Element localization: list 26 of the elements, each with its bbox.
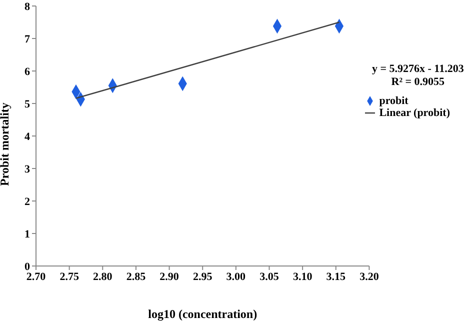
y-tick-label: 7 <box>24 33 30 46</box>
text: R² = 0.9055 <box>390 76 446 89</box>
y-tick-label: 4 <box>24 130 30 143</box>
x-tick-label: 2.75 <box>60 270 80 283</box>
x-tick-label: 2.85 <box>126 270 146 283</box>
x-tick-label: 2.70 <box>26 270 46 283</box>
y-tick-label: 3 <box>24 163 30 176</box>
text: y = 5.9276x - 11.203 <box>372 63 464 76</box>
y-tick-label: 8 <box>24 0 30 13</box>
x-tick-label: 3.15 <box>326 270 346 283</box>
y-tick-label: 1 <box>24 228 30 240</box>
y-axis-title: Probit mortality <box>0 102 12 186</box>
x-tick-label: 3.10 <box>292 270 313 283</box>
y-tick-label: 2 <box>24 196 30 208</box>
x-tick-label: 2.80 <box>93 270 113 283</box>
x-tick-label: 2.95 <box>192 270 213 283</box>
x-tick-label: 3.00 <box>226 270 246 283</box>
y-tick-label: 0 <box>24 260 30 273</box>
y-tick-label: 5 <box>24 98 30 110</box>
x-axis-title: log10 (concentration) <box>148 307 258 321</box>
y-tick-label: 6 <box>24 66 30 78</box>
legend-label: probit <box>379 95 408 107</box>
x-tick-label: 3.20 <box>360 270 380 283</box>
legend-label: Linear (probit) <box>379 107 450 119</box>
x-tick-label: 2.90 <box>160 270 180 283</box>
x-tick-label: 3.05 <box>260 270 280 283</box>
